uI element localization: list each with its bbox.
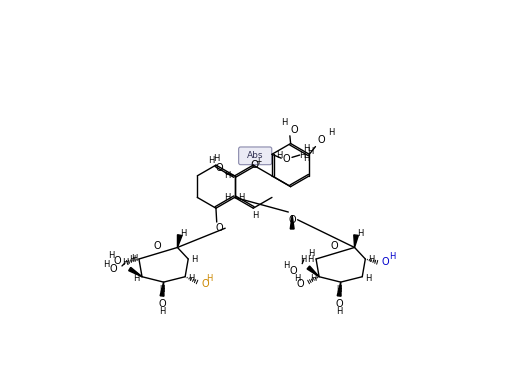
Text: H: H <box>388 252 394 261</box>
Text: H: H <box>224 193 231 202</box>
Polygon shape <box>336 282 341 296</box>
Text: H: H <box>180 229 186 238</box>
Text: H: H <box>302 144 308 153</box>
Text: H: H <box>238 193 244 202</box>
Text: O: O <box>290 125 298 135</box>
Text: O: O <box>282 154 290 164</box>
Text: +: + <box>255 157 261 166</box>
Text: H: H <box>335 307 342 316</box>
Text: H: H <box>299 151 305 160</box>
Text: H: H <box>132 274 139 283</box>
Text: H: H <box>367 255 374 264</box>
Text: H: H <box>307 249 314 258</box>
Text: H: H <box>306 147 313 157</box>
Text: H: H <box>335 285 342 294</box>
Text: O: O <box>288 215 295 225</box>
Text: H: H <box>251 211 258 219</box>
Polygon shape <box>306 266 319 277</box>
Text: H: H <box>275 151 281 160</box>
Text: O: O <box>381 257 388 267</box>
Text: H: H <box>208 156 214 165</box>
Text: H: H <box>188 274 194 283</box>
Polygon shape <box>128 267 142 277</box>
Text: H: H <box>309 274 316 283</box>
Text: O: O <box>201 279 209 290</box>
Text: H: H <box>306 255 313 264</box>
Polygon shape <box>177 235 182 248</box>
Text: H: H <box>158 307 165 316</box>
Text: H: H <box>212 154 219 163</box>
Text: O: O <box>317 135 325 146</box>
Text: O: O <box>249 160 258 170</box>
Text: H: H <box>206 274 213 283</box>
Polygon shape <box>160 282 163 296</box>
Text: H: H <box>281 118 287 127</box>
Text: O: O <box>215 163 222 173</box>
Text: H: H <box>364 274 371 283</box>
Text: H: H <box>327 128 333 137</box>
Text: H: H <box>357 229 363 238</box>
Text: H: H <box>224 171 231 180</box>
FancyBboxPatch shape <box>238 147 271 165</box>
Text: O: O <box>153 241 161 251</box>
Text: O: O <box>215 223 223 233</box>
Text: O: O <box>335 299 342 309</box>
Text: O: O <box>158 299 165 309</box>
Text: H: H <box>294 274 300 283</box>
Text: O: O <box>109 264 117 274</box>
Text: O: O <box>296 279 304 290</box>
Text: H: H <box>283 261 290 270</box>
Text: O: O <box>330 241 337 251</box>
Text: H: H <box>131 254 137 263</box>
Text: H: H <box>303 154 309 163</box>
Text: O: O <box>289 266 297 275</box>
Text: Abs: Abs <box>246 151 263 160</box>
Polygon shape <box>290 215 294 229</box>
Text: H: H <box>300 255 306 264</box>
Text: O: O <box>114 256 121 266</box>
Text: H: H <box>122 258 128 267</box>
Text: H: H <box>129 255 136 264</box>
Polygon shape <box>353 235 358 248</box>
Text: H: H <box>191 255 197 264</box>
Text: H: H <box>159 285 164 294</box>
Text: H: H <box>108 251 114 260</box>
Text: H: H <box>103 260 109 269</box>
